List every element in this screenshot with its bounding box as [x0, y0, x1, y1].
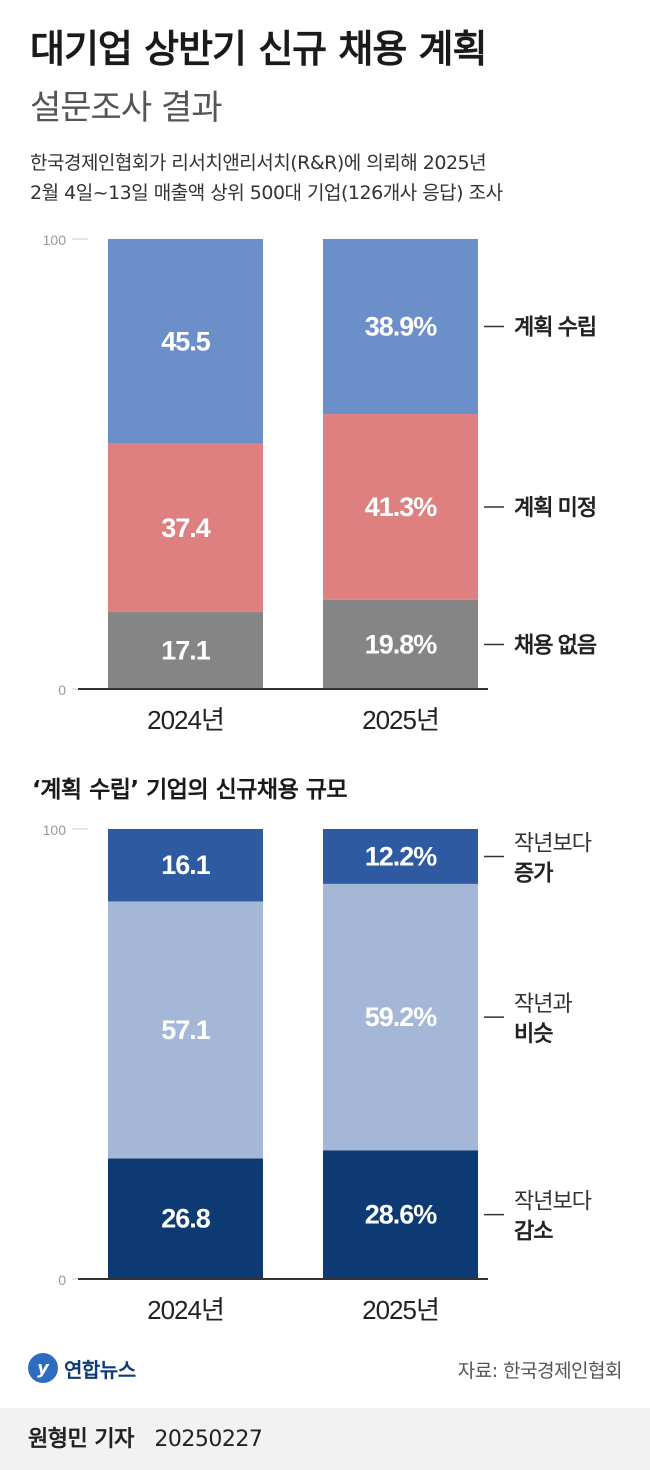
source-note: 자료: 한국경제인협회: [458, 1356, 622, 1383]
chart-subtitle: 설문조사 결과: [30, 80, 222, 129]
data-label: 38.9%: [365, 312, 438, 342]
yonhap-logo-icon: y: [28, 1353, 58, 1383]
legend-label: 채용 없음: [514, 632, 597, 657]
data-label: 41.3%: [365, 492, 438, 522]
legend-label-line2: 감소: [514, 1219, 553, 1244]
data-label: 19.8%: [365, 629, 438, 659]
data-label: 17.1: [161, 636, 211, 666]
data-label: 57.1: [161, 1015, 211, 1045]
y-tick-label: 100: [43, 232, 67, 248]
data-label: 37.4: [161, 513, 211, 543]
legend-label-line1: 작년보다: [514, 830, 592, 855]
x-category-label: 2024년: [147, 705, 224, 735]
x-category-label: 2024년: [147, 1295, 224, 1325]
legend-label: 계획 수립: [514, 315, 596, 340]
data-label: 26.8: [161, 1204, 211, 1234]
publish-date: 20250227: [154, 1427, 262, 1452]
legend-label: 계획 미정: [514, 495, 596, 520]
section2-title: ‘계획 수립’ 기업의 신규채용 규모: [32, 770, 347, 804]
reporter-name: 원형민 기자: [28, 1427, 134, 1452]
description-line-1: 한국경제인협회가 리서치앤리서치(R&R)에 의뢰해 2025년: [30, 148, 630, 178]
legend-label-line2: 증가: [514, 860, 553, 885]
survey-description: 한국경제인협회가 리서치앤리서치(R&R)에 의뢰해 2025년 2월 4일~1…: [30, 148, 630, 208]
hiring-plan-chart: 100 0 17.1 37.4 45.5 19.8% 41.3% 38.9% 2024년 2025…: [0, 225, 650, 745]
data-label: 16.1: [161, 850, 211, 880]
x-category-label: 2025년: [362, 705, 439, 735]
x-category-label: 2025년: [362, 1295, 439, 1325]
byline: 원형민 기자 20250227: [28, 1421, 262, 1453]
chart-title: 대기업 상반기 신규 채용 계획: [30, 18, 486, 73]
legend-label-line1: 작년보다: [514, 1189, 592, 1214]
y-tick-label: 0: [58, 1272, 66, 1288]
legend-label-line1: 작년과: [514, 991, 572, 1016]
data-label: 28.6%: [365, 1200, 438, 1230]
y-tick-label: 100: [43, 822, 67, 838]
y-tick-label: 0: [58, 682, 66, 698]
hiring-scale-chart: 100 0 26.8 57.1 16.1 28.6% 59.2% 12.2% 2024년 2025…: [0, 815, 650, 1335]
logo-text: 연합뉴스: [64, 1354, 136, 1383]
data-label: 45.5: [161, 326, 211, 356]
data-label: 12.2%: [365, 841, 438, 871]
infographic-card: 대기업 상반기 신규 채용 계획 설문조사 결과 한국경제인협회가 리서치앤리서…: [0, 0, 650, 1408]
description-line-2: 2월 4일~13일 매출액 상위 500대 기업(126개사 응답) 조사: [30, 178, 630, 208]
data-label: 59.2%: [365, 1002, 438, 1032]
legend-label-line2: 비슷: [514, 1021, 553, 1046]
yonhap-logo: y 연합뉴스: [28, 1350, 136, 1386]
